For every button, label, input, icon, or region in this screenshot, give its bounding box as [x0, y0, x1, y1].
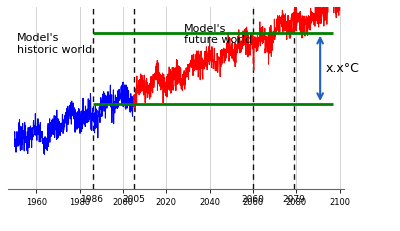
- Text: 2060: 2060: [242, 195, 264, 204]
- Text: x.x°C: x.x°C: [326, 62, 360, 75]
- Text: 1986: 1986: [81, 195, 104, 204]
- Text: Model's
historic world: Model's historic world: [17, 33, 92, 55]
- Text: Model's
future world: Model's future world: [184, 24, 252, 46]
- Text: 2079: 2079: [283, 195, 306, 204]
- Text: 2005: 2005: [122, 195, 145, 204]
